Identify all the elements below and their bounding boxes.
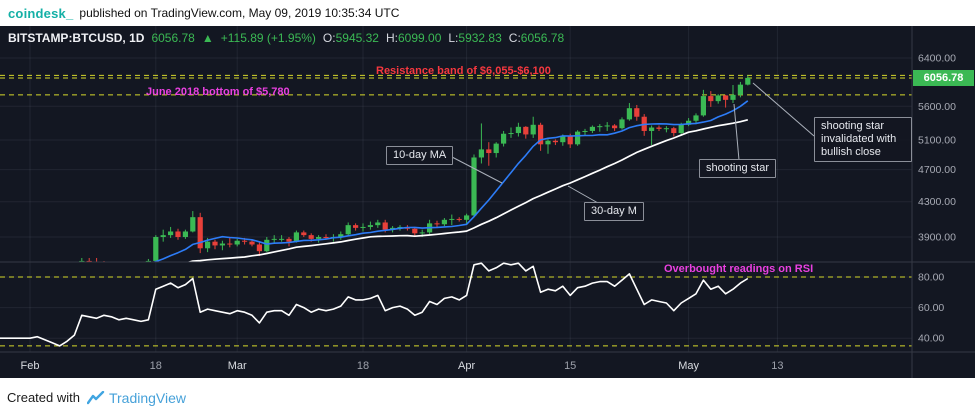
- callout-shooting-star-invalidated[interactable]: shooting star invalidated with bullish c…: [814, 117, 912, 162]
- footer-bar: Created with TradingView: [0, 378, 975, 417]
- tradingview-wordmark: TradingView: [108, 389, 187, 406]
- price-axis-badge: 6056.78: [913, 69, 974, 86]
- footer-created-with: Created with: [7, 390, 80, 405]
- ohlc-low: L: 5932.83: [448, 31, 502, 45]
- svg-text:80.00: 80.00: [918, 272, 944, 284]
- callout-pointer-lines: [451, 82, 815, 204]
- svg-text:13: 13: [771, 360, 783, 372]
- annotation-resistance-band: Resistance band of $6,055-$6,100: [376, 65, 551, 77]
- callout-shooting-star[interactable]: shooting star: [699, 159, 776, 178]
- callout-30-day-ma[interactable]: 30-day M: [584, 202, 644, 221]
- svg-text:18: 18: [150, 360, 162, 372]
- svg-text:6400.00: 6400.00: [918, 53, 956, 65]
- svg-text:3900.00: 3900.00: [918, 232, 956, 244]
- svg-text:5600.00: 5600.00: [918, 101, 956, 113]
- ohlc-close: C: 6056.78: [508, 31, 565, 45]
- candles-layer: [79, 75, 751, 262]
- tradingview-logo[interactable]: TradingView: [86, 389, 187, 406]
- svg-text:Feb: Feb: [21, 360, 40, 372]
- price-axis-labels[interactable]: 6400.00 5600.00 5100.00 4700.00 4300.00 3900.…: [918, 53, 956, 345]
- coindesk-logo: coindesk_: [8, 5, 74, 21]
- rsi-line: [0, 262, 749, 347]
- svg-text:4700.00: 4700.00: [918, 164, 956, 176]
- annotation-overbought-rsi: Overbought readings on RSI: [664, 263, 814, 275]
- pane-separators: [0, 26, 975, 378]
- annotation-june-2018-bottom: June 2018 bottom of $5,780: [146, 86, 290, 98]
- publisher-bar: coindesk_ published on TradingView.com, …: [0, 0, 975, 26]
- chart-area[interactable]: 6400.00 5600.00 5100.00 4700.00 4300.00 3900.…: [0, 26, 975, 378]
- published-note: published on TradingView.com, May 09, 20…: [79, 6, 400, 20]
- ma-10-line: [152, 100, 749, 262]
- svg-text:May: May: [678, 360, 699, 372]
- symbol-title[interactable]: BITSTAMP:BTCUSD, 1D: [8, 31, 145, 45]
- ohlc-open: O: 5945.32: [322, 31, 379, 45]
- time-axis-labels[interactable]: Feb 18 Mar 18 Apr 15 May 13: [21, 360, 784, 372]
- tradingview-logo-icon: [86, 390, 105, 404]
- price-chart-svg[interactable]: 6400.00 5600.00 5100.00 4700.00 4300.00 3900.…: [0, 26, 975, 378]
- price-change: +115.89 (+1.95%): [220, 31, 316, 45]
- up-arrow-icon: ▲: [201, 31, 214, 45]
- svg-text:40.00: 40.00: [918, 333, 944, 345]
- ohlc-high: H: 6099.00: [385, 31, 442, 45]
- callout-10-day-ma[interactable]: 10-day MA: [386, 146, 454, 165]
- svg-text:15: 15: [564, 360, 576, 372]
- last-price: 6056.78: [151, 31, 195, 45]
- svg-text:60.00: 60.00: [918, 302, 944, 314]
- svg-text:Mar: Mar: [228, 360, 247, 372]
- gridlines: [0, 26, 912, 352]
- svg-text:Apr: Apr: [458, 360, 475, 372]
- symbol-info-bar[interactable]: BITSTAMP:BTCUSD, 1D 6056.78 ▲ +115.89 (+…: [8, 31, 564, 45]
- svg-text:4300.00: 4300.00: [918, 196, 956, 208]
- svg-text:18: 18: [357, 360, 369, 372]
- ma-30-line: [186, 118, 749, 262]
- svg-text:5100.00: 5100.00: [918, 135, 956, 147]
- dashed-level-lines: [0, 74, 912, 347]
